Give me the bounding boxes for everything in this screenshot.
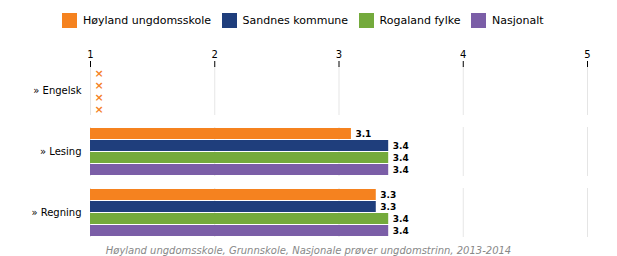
svg-text:3.3: 3.3 (380, 189, 396, 199)
svg-text:3.4: 3.4 (393, 152, 409, 162)
svg-text:1: 1 (87, 48, 93, 59)
svg-text:» Engelsk: » Engelsk (33, 85, 81, 96)
svg-text:5: 5 (584, 48, 590, 59)
svg-text:×: × (95, 102, 104, 115)
svg-text:3.4: 3.4 (393, 213, 409, 223)
svg-text:3.3: 3.3 (380, 201, 396, 211)
svg-text:» Regning: » Regning (31, 207, 81, 218)
svg-text:3.4: 3.4 (393, 164, 409, 174)
svg-text:3.4: 3.4 (393, 225, 409, 235)
html-text:Høyland ungdomsskole, Grunnsko: Høyland ungdomsskole, Grunnskole, Nasjon… (105, 244, 512, 256)
html-text:Rogaland fylke: Rogaland fylke (379, 14, 461, 27)
svg-text:3.4: 3.4 (393, 140, 409, 150)
html-text:Nasjonalt: Nasjonalt (491, 14, 544, 27)
html-text:Høyland ungdomsskole: Høyland ungdomsskole (83, 14, 212, 27)
svg-text:4: 4 (460, 48, 466, 59)
svg-text:2: 2 (212, 48, 218, 59)
svg-text:» Lesing: » Lesing (40, 146, 82, 157)
html-text:Sandnes kommune: Sandnes kommune (242, 14, 349, 27)
svg-text:3.1: 3.1 (355, 128, 371, 138)
svg-text:3: 3 (336, 48, 342, 59)
